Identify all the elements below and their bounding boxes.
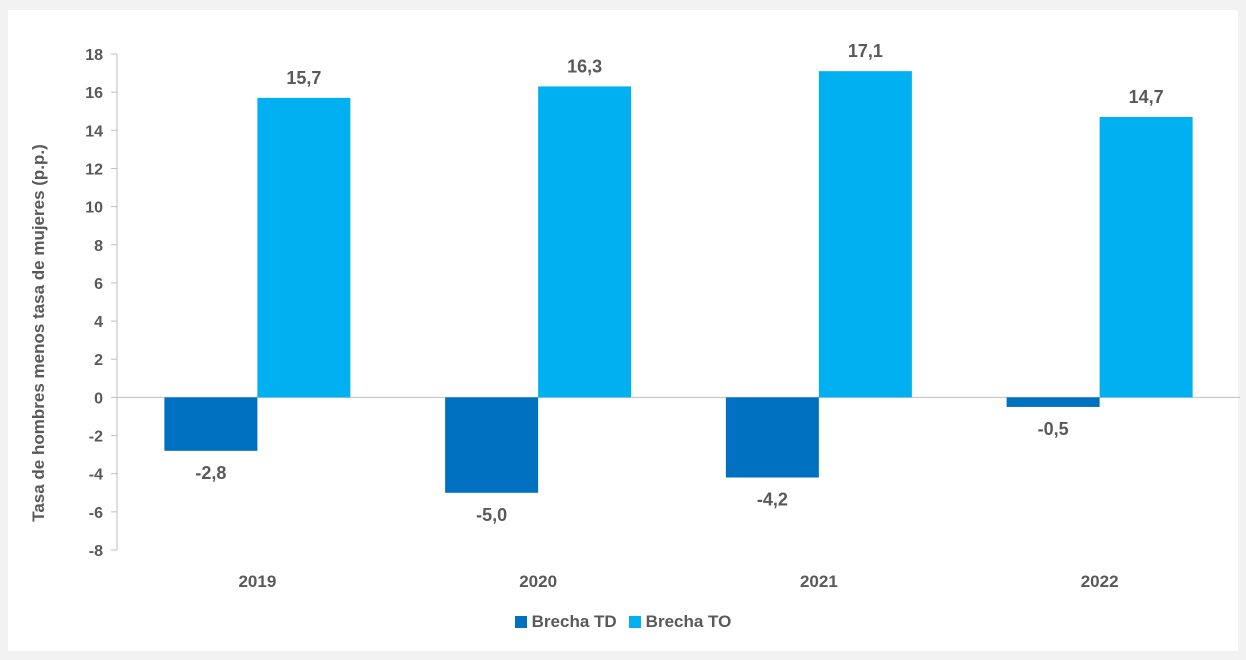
y-tick-label: -2 [89, 429, 103, 446]
y-tick-label: -4 [89, 467, 103, 484]
data-label-brecha-td-2022: -0,5 [1038, 419, 1069, 439]
y-tick-label: 2 [94, 352, 103, 369]
y-tick-label: -8 [89, 543, 103, 560]
x-tick-label: 2019 [238, 572, 276, 591]
y-tick-label: 18 [85, 47, 103, 64]
data-label-brecha-td-2019: -2,8 [195, 463, 226, 483]
legend-item-series-2: Brecha TO [628, 612, 732, 632]
bar-brecha-td-2020 [445, 397, 539, 493]
y-tick-label: 8 [94, 238, 103, 255]
y-tick-label: 12 [85, 161, 103, 178]
legend-item-series-1: Brecha TD [514, 612, 617, 632]
bar-brecha-to-2020 [538, 86, 632, 398]
data-label-brecha-to-2020: 16,3 [567, 56, 602, 76]
legend-label-series-1: Brecha TD [531, 612, 617, 631]
bar-brecha-td-2022 [1006, 397, 1100, 407]
y-tick-label: 14 [85, 123, 103, 140]
y-axis-title: Tasa de hombres menos tasa de mujeres (p… [29, 144, 48, 522]
bar-brecha-td-2019 [164, 397, 258, 451]
y-tick-label: 0 [94, 390, 103, 407]
legend-label-series-2: Brecha TO [645, 612, 732, 631]
bar-brecha-to-2021 [818, 71, 912, 398]
bar-brecha-to-2019 [257, 97, 351, 398]
x-tick-label: 2020 [519, 572, 557, 591]
data-label-brecha-to-2021: 17,1 [848, 41, 883, 61]
y-tick-label: 6 [94, 276, 103, 293]
data-label-brecha-td-2020: -5,0 [476, 505, 507, 525]
bar-brecha-to-2022 [1099, 116, 1193, 398]
legend: Brecha TD Brecha TO [0, 612, 1246, 632]
data-label-brecha-td-2021: -4,2 [757, 490, 788, 510]
legend-swatch-series-2 [628, 616, 641, 628]
data-label-brecha-to-2022: 14,7 [1129, 87, 1164, 107]
y-tick-label: 16 [85, 85, 103, 102]
y-tick-label: 10 [85, 200, 103, 217]
bar-brecha-td-2021 [725, 397, 819, 478]
y-tick-label: -6 [89, 505, 103, 522]
data-label-brecha-to-2019: 15,7 [286, 68, 321, 88]
y-tick-label: 4 [94, 314, 103, 331]
x-tick-label: 2022 [1081, 572, 1119, 591]
x-tick-label: 2021 [800, 572, 838, 591]
legend-swatch-series-1 [514, 616, 527, 628]
